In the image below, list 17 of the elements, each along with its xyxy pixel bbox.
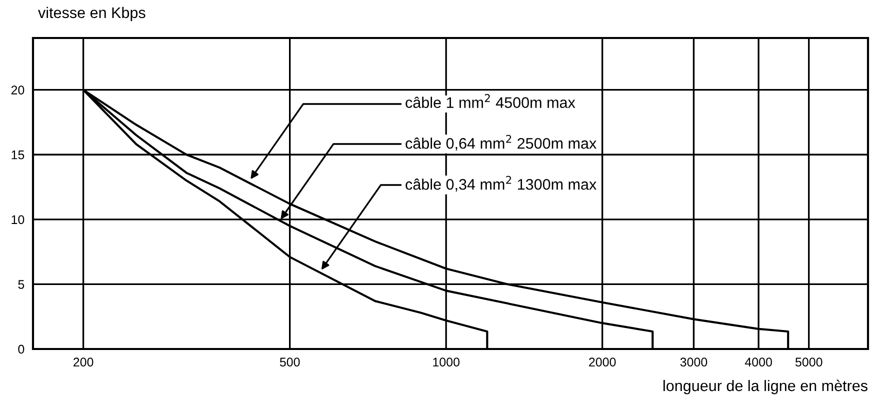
y-tick-label: 15: [12, 150, 24, 160]
x-tick-label: 1000: [433, 358, 460, 367]
x-tick-label: 2000: [589, 358, 616, 367]
y-tick-label: 10: [12, 215, 24, 224]
y-tick-label: 20: [11, 86, 24, 94]
x-tick-label: 3000: [680, 358, 708, 367]
y-tick-label: 0: [18, 344, 24, 354]
y-axis-title: vitesse en Kbps: [38, 6, 146, 22]
x-tick-label: 500: [280, 358, 300, 367]
x-tick-label: 4000: [744, 358, 772, 367]
y-tick-label: 5: [18, 280, 24, 289]
annotation: câble 1 mm$^{2}$ 4500m max: [406, 94, 576, 108]
x-tick-label: 5000: [795, 358, 822, 367]
x-axis-title: longueur de la ligne en mètres: [664, 380, 868, 394]
annotation: câble 0,64 mm$^{2}$ 2500m max: [406, 134, 596, 151]
annotation: câble 0,34 mm$^{2}$ 1300m max: [406, 176, 596, 192]
x-tick-label: 200: [74, 358, 94, 367]
